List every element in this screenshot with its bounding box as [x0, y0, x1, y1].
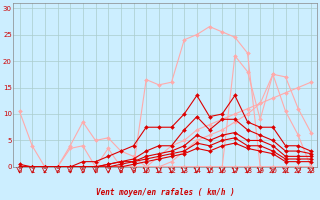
X-axis label: Vent moyen/en rafales ( km/h ): Vent moyen/en rafales ( km/h ) [96, 188, 235, 197]
